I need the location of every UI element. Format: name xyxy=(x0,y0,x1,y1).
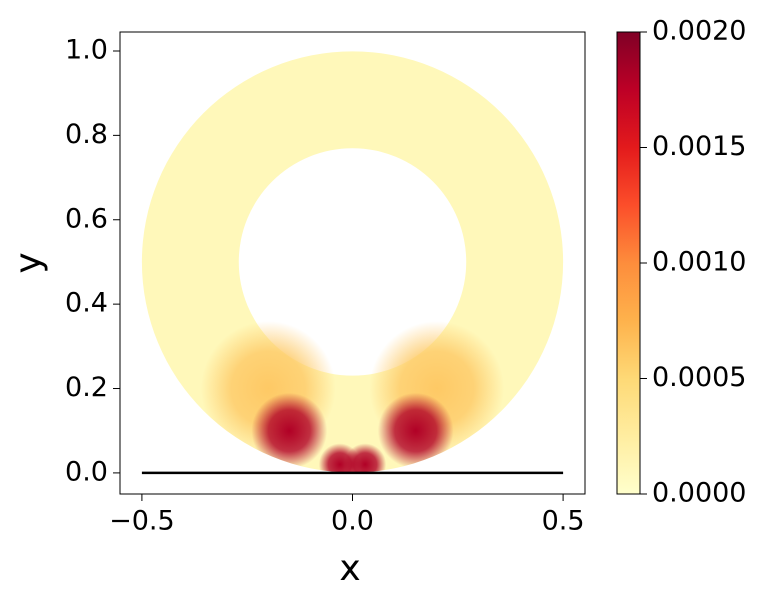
colorbar-tick-label: 0.0015 xyxy=(652,131,746,162)
x-tick-label: 0.5 xyxy=(542,506,585,537)
colorbar-tick-label: 0.0005 xyxy=(652,362,746,393)
y-tick-label: 0.8 xyxy=(65,119,108,150)
y-tick-label: 0.0 xyxy=(65,456,108,487)
field xyxy=(200,321,505,473)
y-axis-label: y xyxy=(8,252,49,273)
x-tick-label: 0.0 xyxy=(331,506,374,537)
y-tick-label: 0.2 xyxy=(65,372,108,403)
y-tick-label: 1.0 xyxy=(65,34,108,65)
y-tick-label: 0.6 xyxy=(65,203,108,234)
x-tick-label: −0.5 xyxy=(109,506,175,537)
x-axis-label: x xyxy=(339,548,360,589)
hotspot xyxy=(377,392,454,469)
colorbar-tick-label: 0.0010 xyxy=(652,247,746,278)
colorbar xyxy=(616,31,641,495)
colorbar-tick-label: 0.0000 xyxy=(652,478,746,509)
colorbar-tick-label: 0.0020 xyxy=(652,16,746,47)
hotspot xyxy=(251,392,328,469)
y-tick-label: 0.4 xyxy=(65,288,108,319)
hotspot xyxy=(344,443,387,473)
